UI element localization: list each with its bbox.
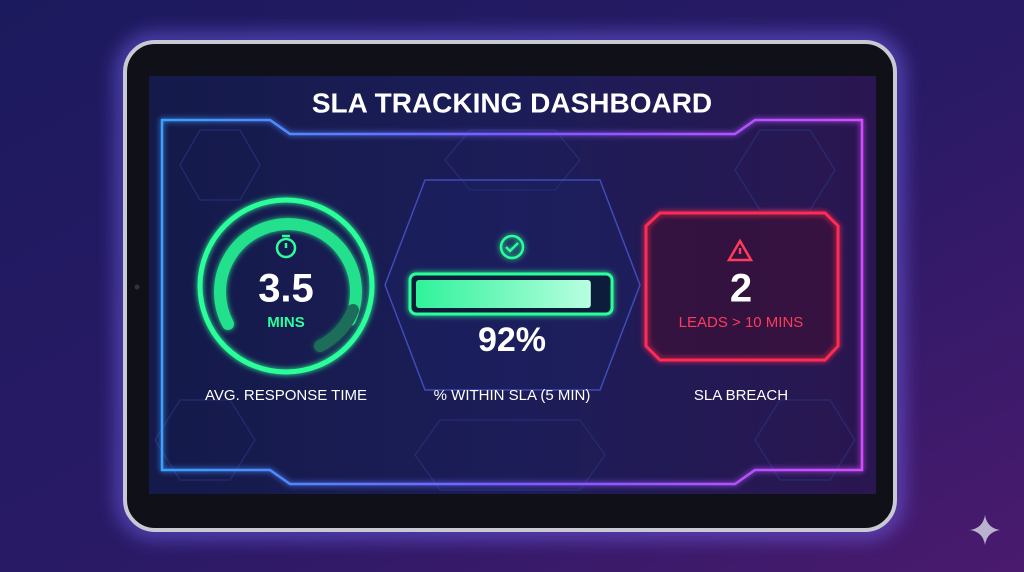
breach-frame [644, 211, 840, 362]
metric-label: AVG. RESPONSE TIME [205, 387, 367, 404]
warning-icon [726, 238, 754, 262]
sparkle [970, 515, 1000, 545]
hex-pattern [154, 129, 856, 491]
title: SLA TRACKING DASHBOARD [312, 87, 712, 118]
progress-label: 92% [478, 321, 546, 359]
metric-unit: MINS [267, 314, 305, 331]
metric-value: 3.5 [258, 267, 314, 311]
camera [134, 284, 140, 290]
timer-icon [275, 234, 297, 259]
check-icon [499, 234, 525, 260]
metric-label: % WITHIN SLA (5 MIN) [434, 387, 591, 404]
metric-value: 2 [730, 267, 752, 311]
metric-label: SLA BREACH [694, 387, 788, 404]
gauge [197, 197, 375, 375]
metric-unit: LEADS > 10 MINS [679, 314, 804, 331]
progress-fill [416, 280, 591, 308]
neon-frame [160, 118, 864, 486]
